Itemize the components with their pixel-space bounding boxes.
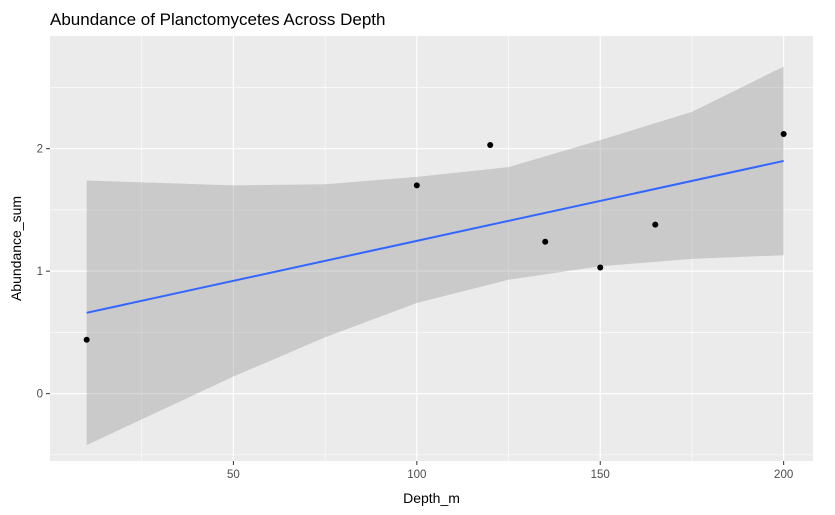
major-gridlines <box>50 36 813 461</box>
x-axis-ticks: 50 100 150 200 <box>227 461 793 481</box>
x-axis-title: Depth_m <box>403 490 460 506</box>
y-tick-label: 0 <box>37 389 43 401</box>
x-tick-label: 150 <box>591 469 610 481</box>
x-tick-label: 50 <box>227 469 240 481</box>
confidence-band <box>86 66 784 446</box>
data-point <box>542 238 549 245</box>
data-point <box>597 264 604 271</box>
data-point <box>487 142 494 149</box>
y-tick-label: 2 <box>37 144 43 156</box>
data-point <box>83 336 90 343</box>
data-point <box>780 130 787 137</box>
data-point <box>413 182 420 189</box>
plot-panel <box>50 36 813 461</box>
data-points <box>83 130 787 343</box>
trend-line <box>86 159 784 314</box>
y-axis-ticks: 0 1 2 <box>37 144 50 401</box>
data-point <box>652 221 659 228</box>
y-axis-title: Abundance_sum <box>8 196 24 301</box>
y-tick-label: 1 <box>37 266 43 278</box>
x-tick-label: 200 <box>774 469 793 481</box>
x-tick-label: 100 <box>407 469 426 481</box>
chart-title: Abundance of Planctomycetes Across Depth <box>50 10 385 29</box>
minor-gridlines <box>50 36 813 461</box>
